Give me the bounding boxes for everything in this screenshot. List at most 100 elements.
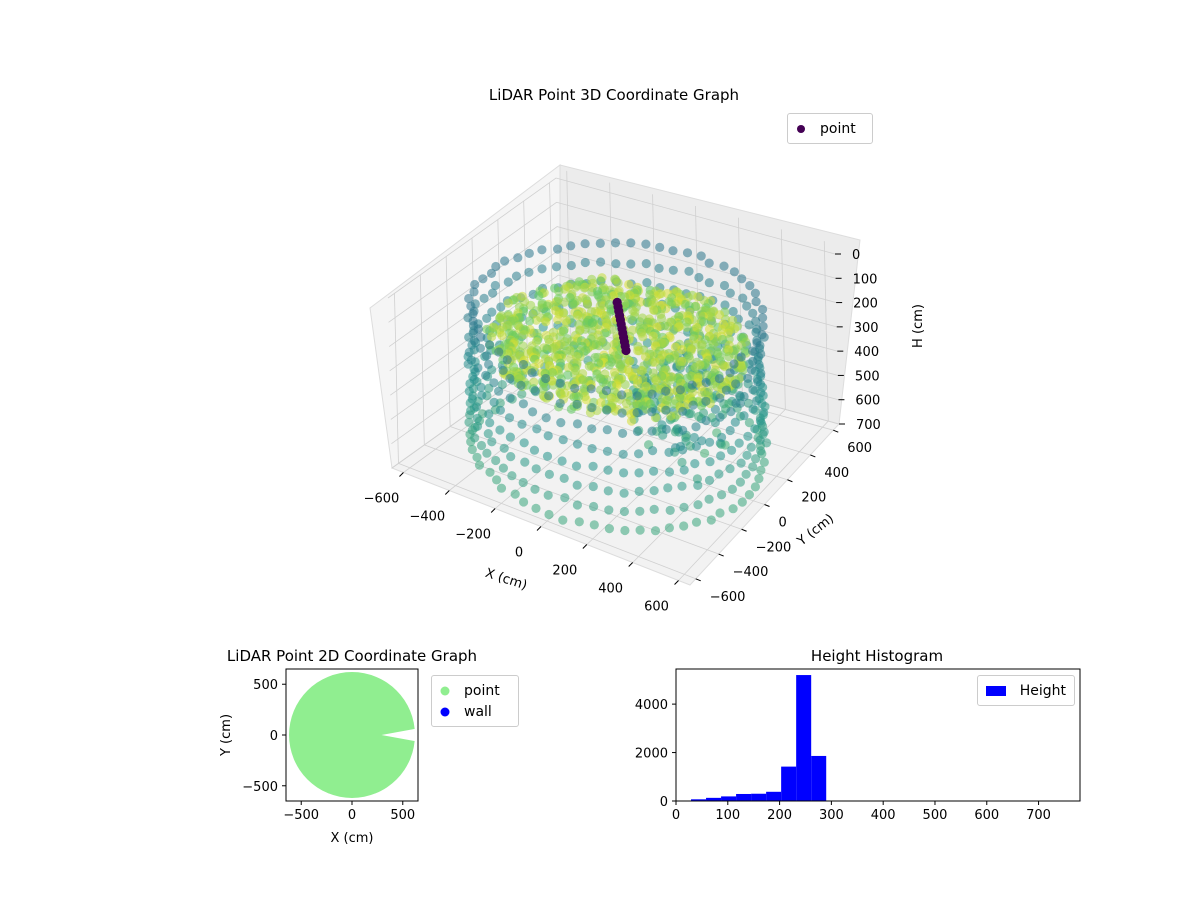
- chart3d-point: [729, 359, 739, 369]
- chart3d-point: [641, 259, 651, 269]
- chart3d-point: [566, 241, 576, 251]
- chart3d-point: [560, 337, 570, 347]
- chart3d-point: [544, 469, 555, 479]
- histogram-axes: [672, 668, 1082, 805]
- chart3d-point: [729, 267, 740, 277]
- chart3d-point: [704, 494, 714, 504]
- chart3d-y-tick: [787, 479, 793, 483]
- chart3d-point: [595, 238, 605, 248]
- chart3d-point: [704, 475, 715, 485]
- chart3d-point: [640, 352, 651, 362]
- chart3d-point: [633, 346, 643, 356]
- chart3d-point: [604, 524, 615, 534]
- chart3d-point: [750, 482, 761, 492]
- chart3d-point: [716, 451, 726, 461]
- chart3d-point: [751, 316, 761, 326]
- chart3d-point: [750, 288, 761, 298]
- chart3d-point: [632, 426, 643, 437]
- chart2d-legend: point wall: [431, 675, 519, 727]
- chart3d-point: [624, 367, 634, 377]
- chart3d-point: [715, 393, 725, 403]
- chart3d-point: [559, 297, 570, 307]
- chart2d-x-tick-label: 500: [390, 808, 415, 823]
- chart2d-y-tick-label: 500: [253, 678, 278, 693]
- chart3d-point: [620, 379, 630, 390]
- chart3d-point: [487, 307, 497, 317]
- chart3d-point: [524, 248, 534, 258]
- chart3d-point: [758, 321, 768, 331]
- chart3d-point: [574, 277, 584, 287]
- chart3d-point: [642, 278, 652, 288]
- chart3d-point: [752, 396, 762, 406]
- chart3d-x-tick-label: 600: [644, 600, 669, 615]
- chart3d-point: [704, 278, 714, 288]
- chart3d-point: [587, 444, 597, 454]
- chart3d-point: [588, 278, 598, 288]
- chart3d-point: [568, 298, 578, 308]
- chart3d-point: [572, 439, 583, 449]
- chart3d-point: [755, 416, 766, 426]
- chart3d-point: [744, 418, 755, 428]
- chart3d-point: [649, 466, 659, 476]
- chart3d-point: [679, 502, 689, 512]
- chart3d-point: [632, 379, 643, 389]
- chart3d-point: [725, 288, 735, 298]
- chart3d-point: [621, 398, 632, 408]
- chart3d-point: [473, 324, 483, 334]
- chart3d-point: [635, 525, 645, 535]
- chart3d-point: [701, 377, 711, 388]
- chart3d-point: [617, 390, 627, 400]
- chart3d-point: [661, 386, 671, 396]
- chart3d-point: [495, 425, 505, 435]
- chart2d-x-tick-label: 0: [348, 808, 356, 823]
- histogram-x-tick-label: 500: [923, 808, 948, 823]
- chart3d-gridline: [390, 274, 838, 396]
- chart3d-point: [661, 424, 671, 434]
- chart3d-point: [597, 309, 607, 319]
- chart3d-point: [491, 261, 501, 272]
- chart3d-point: [547, 367, 558, 378]
- chart3d-point: [756, 349, 766, 359]
- chart3d-point: [721, 385, 732, 395]
- chart3d-point: [561, 316, 571, 326]
- chart3d-point: [619, 506, 630, 517]
- chart3d-point: [716, 439, 726, 449]
- chart3d-point: [715, 412, 725, 422]
- chart3d-point: [735, 477, 746, 487]
- chart3d-legend-marker: [797, 124, 805, 133]
- chart3d-point: [759, 407, 769, 418]
- chart3d-point: [496, 483, 507, 493]
- chart3d-y-tick: [695, 578, 701, 582]
- chart3d-point: [530, 386, 540, 396]
- chart3d-point: [469, 375, 479, 385]
- chart3d-point: [664, 297, 674, 307]
- chart3d-legend-label: point: [820, 120, 856, 137]
- chart3d-point: [675, 385, 686, 395]
- chart3d-point: [489, 397, 499, 407]
- chart3d-point: [473, 363, 483, 373]
- chart3d-point: [500, 256, 510, 266]
- histogram-bars: [676, 675, 1082, 801]
- chart3d-gridline: [387, 177, 836, 299]
- chart3d-point: [701, 416, 711, 426]
- chart3d-point: [746, 365, 757, 375]
- chart3d-point: [632, 408, 642, 418]
- chart3d-point: [573, 310, 583, 321]
- histogram-y-tick-label: 0: [660, 795, 668, 810]
- chart3d-point: [506, 452, 516, 462]
- chart3d-z-tick-label: 700: [856, 418, 881, 433]
- chart3d-point: [544, 391, 554, 401]
- chart3d-point: [661, 405, 671, 415]
- chart3d-point: [482, 324, 492, 334]
- chart3d-point: [484, 340, 495, 350]
- chart3d-point: [489, 322, 499, 332]
- chart3d-point: [684, 351, 694, 361]
- chart3d-point: [626, 416, 637, 426]
- chart3d-point: [688, 400, 698, 410]
- chart3d-point: [518, 359, 529, 370]
- chart3d-title: LiDAR Point 3D Coordinate Graph: [488, 86, 740, 104]
- chart3d-point: [586, 384, 596, 394]
- chart3d-gridline: [523, 201, 529, 372]
- chart3d-point: [756, 446, 766, 456]
- chart3d-x-tick: [444, 490, 450, 495]
